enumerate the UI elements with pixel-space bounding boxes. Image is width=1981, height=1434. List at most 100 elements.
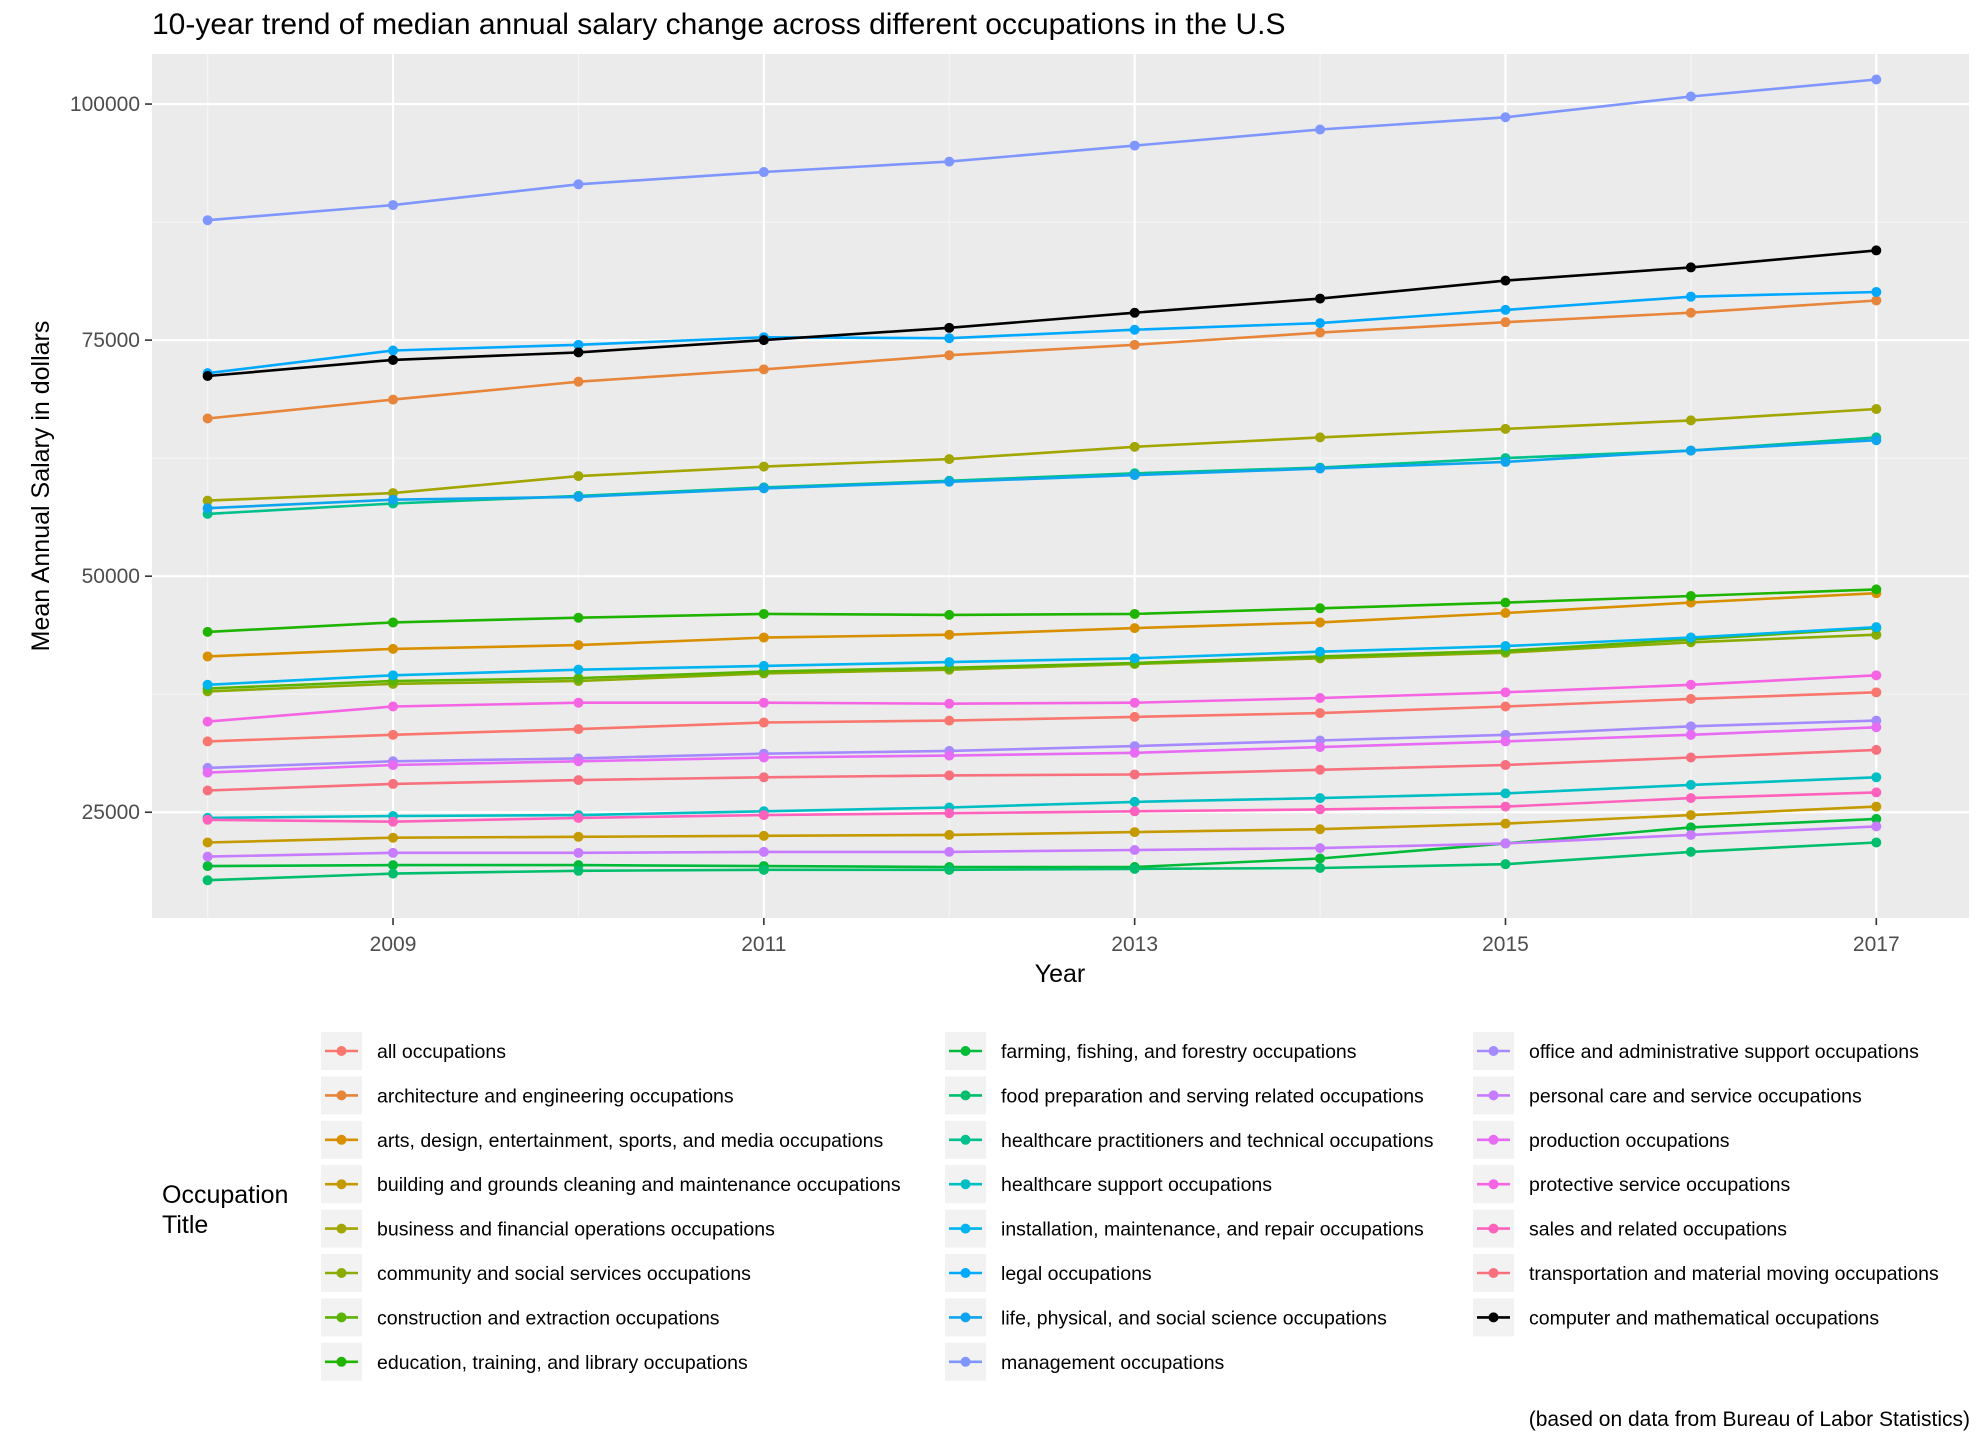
legend-label: protective service occupations	[1529, 1174, 1790, 1196]
data-point	[1871, 821, 1882, 832]
x-axis: 2009 2011 2013 2015 2017	[370, 918, 1900, 956]
plot-panel	[152, 54, 1969, 918]
data-point	[1129, 747, 1140, 758]
legend-key-point	[960, 1046, 971, 1056]
data-point	[758, 461, 769, 472]
data-point	[1315, 293, 1326, 304]
data-point	[1315, 327, 1326, 338]
data-point	[1500, 801, 1511, 812]
data-point	[758, 864, 769, 875]
legend-label: architecture and engineering occupations	[377, 1085, 734, 1107]
data-point	[1129, 441, 1140, 452]
series-line	[207, 78, 1877, 222]
data-point	[1315, 708, 1326, 719]
data-point	[1129, 806, 1140, 817]
data-point	[1129, 339, 1140, 350]
data-point	[944, 864, 955, 875]
data-point	[388, 354, 399, 365]
legend-label: life, physical, and social science occup…	[1001, 1307, 1387, 1329]
data-point	[388, 832, 399, 843]
series-line	[207, 825, 1877, 858]
data-point	[944, 770, 955, 781]
data-point	[1685, 91, 1696, 102]
data-point	[1685, 693, 1696, 704]
data-point	[944, 322, 955, 333]
data-point	[944, 350, 955, 361]
series-line	[207, 841, 1877, 882]
series-line	[207, 791, 1877, 824]
data-point	[1129, 470, 1140, 481]
data-point	[202, 785, 213, 796]
series-line	[207, 290, 1877, 375]
data-point	[573, 673, 584, 684]
data-point	[202, 651, 213, 662]
legend-key-point	[960, 1356, 971, 1367]
legend-key-point	[336, 1223, 347, 1234]
data-point	[1500, 687, 1511, 698]
data-point	[1315, 804, 1326, 815]
data-point	[1500, 838, 1511, 849]
data-point	[388, 200, 399, 211]
data-point	[758, 752, 769, 763]
data-point	[1500, 456, 1511, 467]
legend-label: transportation and material moving occup…	[1529, 1263, 1939, 1285]
data-point	[1685, 445, 1696, 456]
data-point	[1129, 827, 1140, 838]
legend-label: building and grounds cleaning and mainte…	[377, 1174, 901, 1196]
data-point	[758, 608, 769, 619]
legend-label: computer and mathematical occupations	[1529, 1307, 1879, 1329]
legend-label: healthcare practitioners and technical o…	[1001, 1130, 1434, 1152]
data-point	[388, 617, 399, 628]
data-point	[388, 729, 399, 740]
data-point	[573, 831, 584, 842]
data-point	[202, 851, 213, 862]
series-line	[207, 748, 1877, 792]
data-point	[573, 376, 584, 387]
series-line	[207, 719, 1877, 770]
data-point	[202, 215, 213, 226]
data-point	[573, 664, 584, 675]
data-point	[202, 495, 213, 506]
data-point	[758, 364, 769, 375]
data-point	[1500, 701, 1511, 712]
data-point	[573, 179, 584, 190]
x-axis-label: Year	[1035, 960, 1086, 988]
legend-key-point	[1488, 1223, 1499, 1234]
legend-key-point	[336, 1046, 347, 1056]
data-point	[758, 772, 769, 783]
data-point	[202, 861, 213, 872]
legend-label: community and social services occupation…	[377, 1263, 751, 1285]
data-point	[573, 865, 584, 876]
legend: Occupation Title all occupations architec…	[162, 1032, 1939, 1381]
legend-label: legal occupations	[1001, 1263, 1152, 1285]
legend-key-point	[336, 1356, 347, 1367]
legend-label: business and financial operations occupa…	[377, 1219, 775, 1241]
legend-label: healthcare support occupations	[1001, 1174, 1272, 1196]
data-point	[1315, 742, 1326, 753]
series-line	[207, 591, 1877, 658]
y-tick-label: 50000	[82, 565, 140, 588]
data-point	[1685, 679, 1696, 690]
data-point	[944, 476, 955, 487]
data-point	[758, 810, 769, 821]
data-point	[1871, 744, 1882, 755]
series-line	[207, 633, 1877, 693]
legend-key-point	[960, 1312, 971, 1323]
data-point	[1129, 711, 1140, 722]
data-point	[1871, 722, 1882, 733]
data-point	[573, 491, 584, 502]
data-point	[1129, 307, 1140, 318]
chart-title: 10-year trend of median annual salary ch…	[152, 8, 1285, 41]
data-point	[573, 756, 584, 767]
legend-key-point	[336, 1179, 347, 1190]
data-point	[758, 697, 769, 708]
data-point	[1871, 772, 1882, 783]
data-point	[944, 715, 955, 726]
data-point	[1871, 787, 1882, 798]
series-line	[207, 299, 1877, 420]
data-point	[202, 814, 213, 825]
data-point	[944, 454, 955, 465]
data-point	[1500, 641, 1511, 652]
y-tick-label: 25000	[82, 801, 140, 824]
data-point	[202, 679, 213, 690]
